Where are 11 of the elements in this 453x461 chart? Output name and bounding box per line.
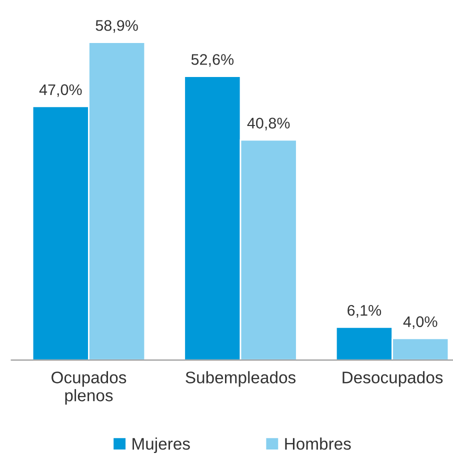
data-label: 6,1% xyxy=(348,304,382,318)
x-tick-label: Subempleados xyxy=(186,371,296,387)
data-label: 52,6% xyxy=(191,54,234,67)
data-label: 40,8% xyxy=(247,118,290,130)
data-label: 4,0% xyxy=(403,316,438,329)
legend-label: Mujeres xyxy=(132,438,190,454)
legend-label: Hombres xyxy=(285,438,351,450)
x-tick-label: Ocupados plenos xyxy=(52,371,126,405)
x-tick-label: Desocupados xyxy=(342,371,443,387)
data-label: 47,0% xyxy=(39,84,82,97)
data-label: 58,9% xyxy=(96,20,138,33)
